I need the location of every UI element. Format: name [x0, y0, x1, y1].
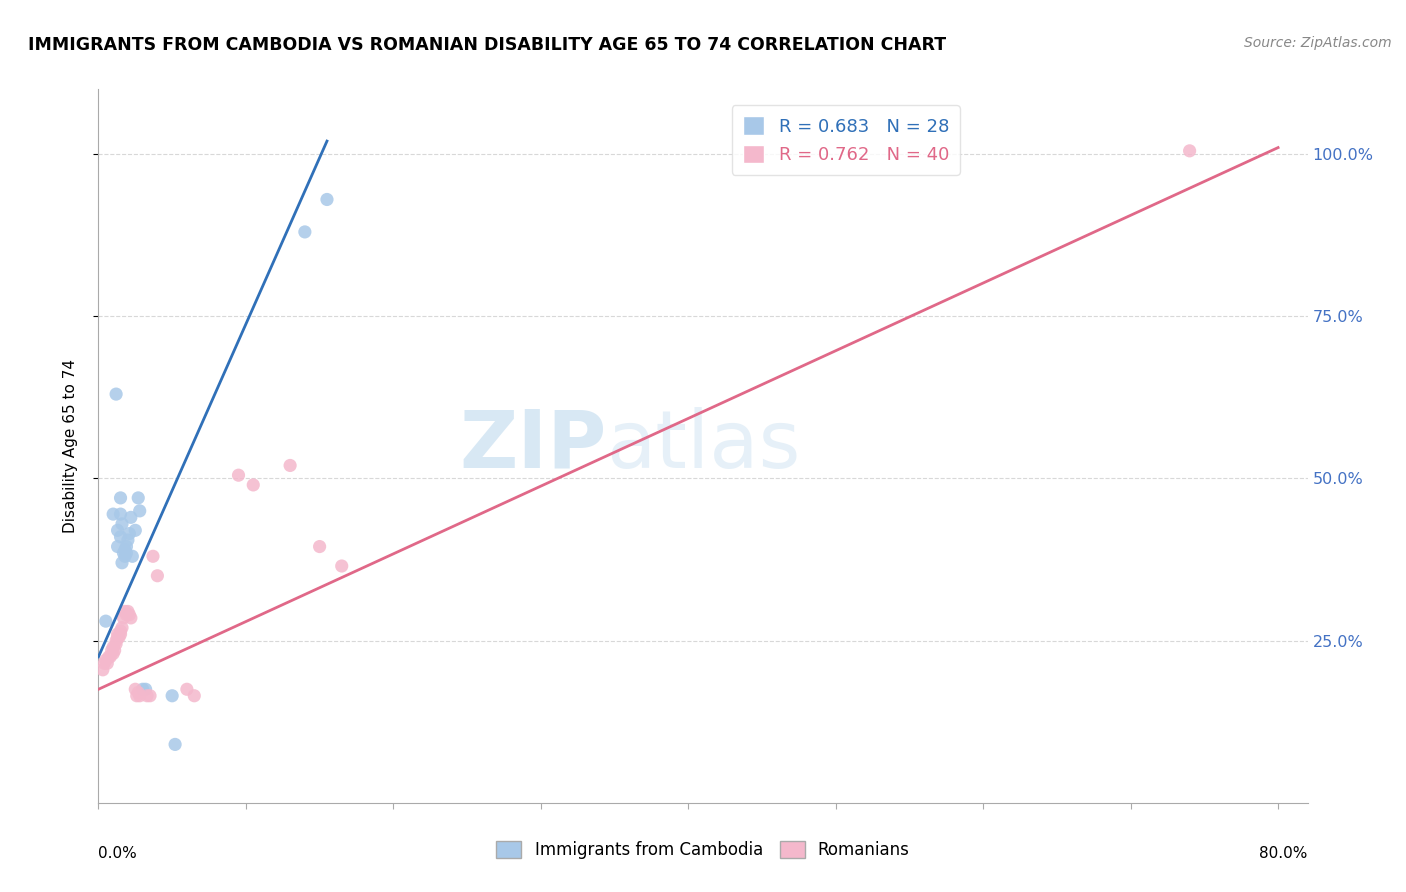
Point [110, 491, 132, 505]
Point [98, 649, 121, 664]
Point [114, 604, 136, 618]
Point [111, 621, 134, 635]
Point [91, 663, 114, 677]
Point [176, 682, 198, 697]
Point [101, 507, 124, 521]
Point [242, 478, 264, 492]
Point [117, 604, 139, 618]
Point [107, 631, 129, 645]
Point [127, 685, 149, 699]
Point [117, 533, 139, 547]
Point [278, 458, 301, 473]
Text: ZIP: ZIP [458, 407, 606, 485]
Point [97, 649, 120, 664]
Y-axis label: Disability Age 65 to 74: Disability Age 65 to 74 [63, 359, 77, 533]
Point [1178, 144, 1201, 158]
Point [118, 607, 141, 622]
Point [100, 643, 122, 657]
Point [128, 689, 150, 703]
Point [101, 640, 124, 654]
Point [105, 637, 128, 651]
Point [124, 524, 146, 538]
Text: Source: ZipAtlas.com: Source: ZipAtlas.com [1244, 36, 1392, 50]
Point [131, 682, 153, 697]
Point [127, 491, 149, 505]
Point [115, 540, 138, 554]
Point [183, 689, 205, 703]
Point [105, 387, 128, 401]
Point [114, 549, 136, 564]
Point [142, 549, 165, 564]
Point [124, 682, 146, 697]
Point [110, 530, 132, 544]
Point [107, 540, 129, 554]
Point [110, 507, 132, 521]
Point [308, 540, 330, 554]
Point [139, 689, 162, 703]
Point [110, 624, 132, 638]
Point [165, 738, 187, 752]
Point [110, 627, 132, 641]
Point [94, 614, 117, 628]
Point [114, 542, 136, 557]
Point [160, 689, 183, 703]
Point [93, 657, 115, 671]
Point [94, 653, 117, 667]
Point [146, 568, 169, 582]
Point [105, 633, 128, 648]
Text: 0.0%: 0.0% [98, 846, 138, 861]
Point [108, 631, 131, 645]
Point [121, 549, 143, 564]
Point [104, 643, 127, 657]
Text: 80.0%: 80.0% [1260, 846, 1308, 861]
Point [101, 647, 124, 661]
Point [115, 607, 138, 622]
Point [128, 504, 150, 518]
Point [118, 526, 141, 541]
Point [294, 225, 316, 239]
Point [135, 682, 157, 697]
Point [120, 611, 142, 625]
Point [107, 627, 129, 641]
Point [112, 546, 135, 560]
Point [120, 510, 142, 524]
Text: IMMIGRANTS FROM CAMBODIA VS ROMANIAN DISABILITY AGE 65 TO 74 CORRELATION CHART: IMMIGRANTS FROM CAMBODIA VS ROMANIAN DIS… [28, 36, 946, 54]
Point [228, 468, 250, 483]
Point [107, 524, 129, 538]
Point [96, 657, 118, 671]
Point [111, 516, 134, 531]
Point [330, 559, 353, 574]
Point [125, 689, 148, 703]
Legend: Immigrants from Cambodia, Romanians: Immigrants from Cambodia, Romanians [489, 834, 917, 866]
Point [316, 193, 339, 207]
Point [112, 611, 135, 625]
Point [136, 689, 159, 703]
Text: atlas: atlas [606, 407, 800, 485]
Point [115, 546, 138, 560]
Point [111, 556, 134, 570]
